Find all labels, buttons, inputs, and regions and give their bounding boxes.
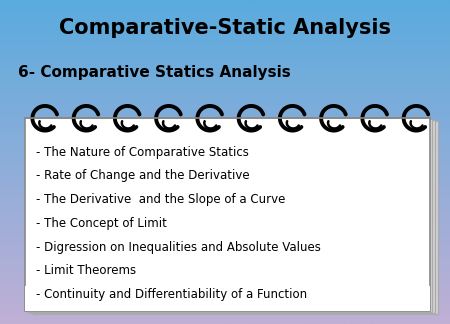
Text: - The Derivative  and the Slope of a Curve: - The Derivative and the Slope of a Curv…	[36, 193, 285, 206]
Bar	[25, 118, 430, 311]
Bar	[27, 119, 432, 312]
Text: 6- Comparative Statics Analysis: 6- Comparative Statics Analysis	[18, 65, 291, 80]
Text: - Rate of Change and the Derivative: - Rate of Change and the Derivative	[36, 169, 250, 182]
Text: - Limit Theorems: - Limit Theorems	[36, 264, 136, 277]
Text: - Continuity and Differentiability of a Function: - Continuity and Differentiability of a …	[36, 288, 307, 301]
Bar	[30, 120, 435, 313]
Text: - The Nature of Comparative Statics: - The Nature of Comparative Statics	[36, 146, 249, 159]
Text: - The Concept of Limit: - The Concept of Limit	[36, 217, 167, 230]
Text: - Digression on Inequalities and Absolute Values: - Digression on Inequalities and Absolut…	[36, 241, 321, 254]
Bar	[25, 286, 430, 311]
Text: Comparative-Static Analysis: Comparative-Static Analysis	[59, 18, 391, 38]
Bar	[33, 121, 438, 314]
